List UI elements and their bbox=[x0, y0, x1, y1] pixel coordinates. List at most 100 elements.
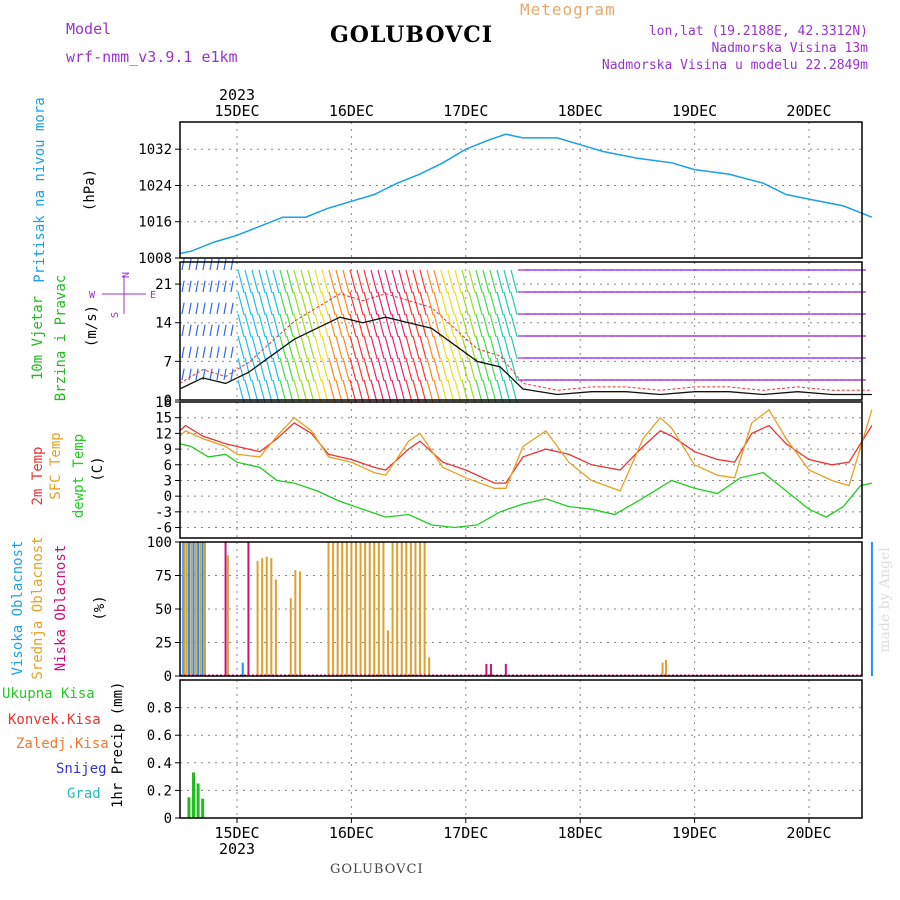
wind-barb bbox=[412, 379, 420, 404]
wind-barb bbox=[461, 269, 469, 294]
wind-barb bbox=[195, 258, 199, 271]
wind-barb bbox=[391, 335, 399, 360]
pressure-line bbox=[179, 133, 873, 255]
wind-barb bbox=[335, 291, 343, 316]
wind-barb bbox=[510, 379, 518, 404]
wind-barb bbox=[398, 335, 406, 360]
x-tick-top: 16DEC bbox=[329, 102, 374, 120]
wind-barb bbox=[440, 269, 448, 294]
precip-bar bbox=[201, 798, 205, 818]
y-tick-label: 0.8 bbox=[147, 701, 172, 717]
year-top: 2023 bbox=[219, 86, 255, 104]
x-tick-bottom: 16DEC bbox=[329, 824, 374, 842]
wind-barb bbox=[286, 313, 294, 338]
wind-barb bbox=[405, 291, 413, 316]
wind-barb bbox=[342, 335, 350, 360]
wind-barb bbox=[461, 357, 469, 382]
wind-barb bbox=[433, 291, 441, 316]
model-label: Model bbox=[66, 20, 112, 38]
wind-barb bbox=[293, 313, 301, 338]
wind-barb bbox=[489, 269, 497, 294]
wind-barb bbox=[328, 269, 336, 294]
wind-barb bbox=[328, 335, 336, 360]
wind-barb bbox=[335, 379, 343, 404]
wind-barb bbox=[279, 269, 287, 294]
wind-barb bbox=[496, 313, 504, 338]
wind-barb bbox=[356, 357, 364, 382]
wind-barb bbox=[314, 357, 322, 382]
wind-barb bbox=[349, 291, 357, 316]
wind-barb bbox=[412, 291, 420, 316]
wind-barb bbox=[335, 335, 343, 360]
wind-barb bbox=[370, 291, 378, 316]
wind-barb bbox=[293, 379, 301, 404]
wind-barb bbox=[272, 291, 280, 316]
wind-barb bbox=[223, 302, 227, 315]
wind-barb bbox=[237, 291, 245, 316]
wind-barb bbox=[426, 291, 434, 316]
temp2m-line bbox=[179, 422, 873, 484]
wind-barb bbox=[335, 269, 343, 294]
wind-barb bbox=[356, 379, 364, 404]
wind-barb bbox=[419, 379, 427, 404]
wind-barb bbox=[307, 291, 315, 316]
x-tick-top: 15DEC bbox=[214, 102, 259, 120]
wind-barb bbox=[426, 335, 434, 360]
wind-barb bbox=[440, 357, 448, 382]
wind-barb bbox=[377, 357, 385, 382]
wind-barb bbox=[188, 324, 192, 337]
wind-barb bbox=[447, 269, 455, 294]
wind-barb bbox=[405, 379, 413, 404]
wind-barb bbox=[258, 269, 266, 294]
wind-barb bbox=[223, 346, 227, 359]
wind-barb bbox=[356, 291, 364, 316]
wind-barb bbox=[468, 291, 476, 316]
wind-barb bbox=[293, 357, 301, 382]
wind-barb bbox=[384, 269, 392, 294]
wind-barb bbox=[272, 269, 280, 294]
footer-station: GOLUBOVCI bbox=[330, 862, 424, 877]
wind-barb bbox=[265, 313, 273, 338]
wind-barb bbox=[321, 335, 329, 360]
wind-barb bbox=[349, 335, 357, 360]
y-tick-label: 0 bbox=[164, 489, 172, 505]
wind-barb bbox=[496, 379, 504, 404]
dewpt-line bbox=[179, 443, 873, 529]
wind-barb bbox=[433, 357, 441, 382]
wind-barb bbox=[300, 335, 308, 360]
total-rain-label: Ukupna Kisa bbox=[2, 686, 95, 702]
wind-barb bbox=[335, 313, 343, 338]
wind-barb bbox=[188, 280, 192, 293]
wind-barb bbox=[286, 269, 294, 294]
y-tick-label: 6 bbox=[164, 458, 172, 474]
x-tick-bottom: 17DEC bbox=[443, 824, 488, 842]
wind-barb bbox=[482, 313, 490, 338]
wind-barb bbox=[300, 357, 308, 382]
wind-barb bbox=[321, 379, 329, 404]
panel-frame bbox=[179, 541, 863, 677]
wind-barb bbox=[307, 269, 315, 294]
y-tick-label: 0.4 bbox=[147, 756, 172, 772]
wind-barb bbox=[468, 379, 476, 404]
wind-barb bbox=[356, 269, 364, 294]
model-elevation-label: Nadmorska Visina u modelu 22.2849m bbox=[601, 58, 868, 73]
snow-label: Snijeg bbox=[56, 761, 107, 777]
wind-barb bbox=[461, 313, 469, 338]
y-tick-label: 0 bbox=[164, 393, 172, 409]
wind-barb bbox=[223, 368, 227, 381]
wind-barb bbox=[405, 335, 413, 360]
wind-barb bbox=[265, 291, 273, 316]
y-tick-label: 1016 bbox=[138, 215, 172, 231]
wind-barb bbox=[342, 291, 350, 316]
wind-barb bbox=[328, 379, 336, 404]
model-name: wrf-nmm_v3.9.1 e1km bbox=[66, 48, 238, 66]
wind-barb bbox=[412, 335, 420, 360]
wind-barb bbox=[468, 269, 476, 294]
y-tick-label: 14 bbox=[155, 316, 172, 332]
wind-barb bbox=[405, 313, 413, 338]
wind-barb bbox=[251, 357, 259, 382]
wind-barb bbox=[391, 357, 399, 382]
wind-barb bbox=[202, 324, 206, 337]
wind-barb bbox=[307, 379, 315, 404]
